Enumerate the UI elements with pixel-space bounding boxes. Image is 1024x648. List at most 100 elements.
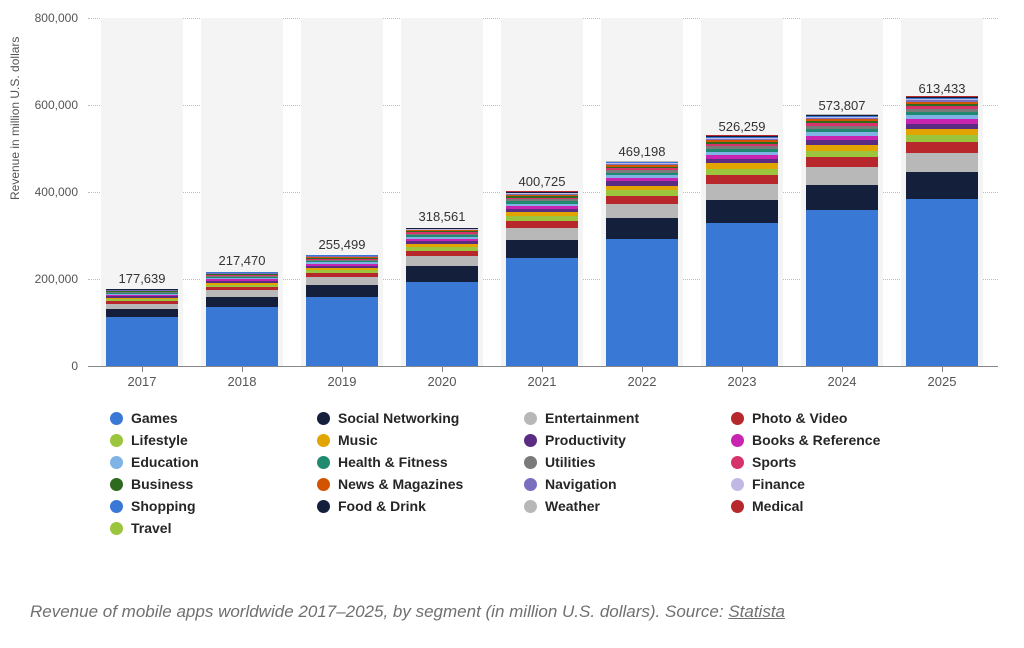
x-tick (542, 366, 543, 372)
legend-label: Social Networking (338, 410, 459, 426)
bar-segment-social (106, 309, 178, 317)
bar-total-label: 255,499 (282, 237, 402, 252)
bar-segment-social (906, 172, 978, 199)
legend-label: Travel (131, 520, 171, 536)
x-tick (342, 366, 343, 372)
x-axis-label: 2019 (328, 374, 357, 389)
bar-segment-photo (606, 196, 678, 204)
bar-segment-games (806, 210, 878, 366)
bar-segment-social (506, 240, 578, 258)
legend-label: Health & Fitness (338, 454, 448, 470)
bar-segment-photo (506, 221, 578, 228)
legend-swatch (731, 478, 744, 491)
legend-item-lifestyle: Lifestyle (110, 432, 309, 448)
bar-segment-lifestyle (906, 135, 978, 142)
caption: Revenue of mobile apps worldwide 2017–20… (30, 602, 994, 622)
bar-segment-social (306, 285, 378, 297)
legend-swatch (110, 412, 123, 425)
bar-segment-social (406, 266, 478, 282)
bar (406, 227, 478, 366)
bar-segment-games (706, 223, 778, 366)
legend-label: Lifestyle (131, 432, 188, 448)
legend-label: Weather (545, 498, 600, 514)
x-tick (642, 366, 643, 372)
legend-label: Entertainment (545, 410, 639, 426)
x-axis-labels: 201720182019202020212022202320242025 (88, 366, 998, 394)
y-tick-label: 800,000 (0, 11, 78, 25)
x-axis-label: 2023 (728, 374, 757, 389)
legend-item-education: Education (110, 454, 309, 470)
legend-label: Finance (752, 476, 805, 492)
legend-label: Music (338, 432, 378, 448)
x-axis-label: 2021 (528, 374, 557, 389)
x-tick (842, 366, 843, 372)
bar-segment-games (206, 307, 278, 366)
legend-item-shopping: Shopping (110, 498, 309, 514)
legend-item-business: Business (110, 476, 309, 492)
bar-segment-entertainment (606, 204, 678, 218)
x-axis-label: 2020 (428, 374, 457, 389)
legend-item-weather: Weather (524, 498, 723, 514)
legend-item-travel: Travel (110, 520, 309, 536)
bar-segment-games (306, 297, 378, 366)
bar (206, 271, 278, 366)
bar-segment-social (806, 185, 878, 211)
bar-segment-social (606, 218, 678, 239)
bar-total-label: 318,561 (382, 209, 502, 224)
legend-swatch (110, 434, 123, 447)
legend-label: Sports (752, 454, 796, 470)
legend-label: Games (131, 410, 178, 426)
y-tick-label: 0 (0, 359, 78, 373)
legend-swatch (731, 456, 744, 469)
x-axis-label: 2024 (828, 374, 857, 389)
legend-swatch (317, 478, 330, 491)
legend-item-books: Books & Reference (731, 432, 930, 448)
bar-total-label: 573,807 (782, 98, 902, 113)
bar (506, 191, 578, 366)
bar-segment-entertainment (806, 167, 878, 184)
legend-swatch (110, 478, 123, 491)
legend-label: News & Magazines (338, 476, 463, 492)
bar-segment-social (206, 297, 278, 307)
legend-item-medical: Medical (731, 498, 930, 514)
y-axis-label: Revenue in million U.S. dollars (8, 37, 22, 200)
bar-segment-entertainment (306, 277, 378, 285)
bar-segment-entertainment (506, 228, 578, 240)
bar-total-label: 469,198 (582, 144, 702, 159)
chart-container: Revenue in million U.S. dollars 177,6392… (0, 0, 1024, 648)
bar-total-label: 526,259 (682, 119, 802, 134)
bar-segment-games (106, 317, 178, 366)
legend-swatch (110, 456, 123, 469)
legend-swatch (524, 478, 537, 491)
x-tick (142, 366, 143, 372)
legend-label: Navigation (545, 476, 617, 492)
x-axis-label: 2022 (628, 374, 657, 389)
bar (706, 134, 778, 366)
x-tick (442, 366, 443, 372)
bar-segment-games (506, 258, 578, 366)
legend-item-navigation: Navigation (524, 476, 723, 492)
legend-item-productivity: Productivity (524, 432, 723, 448)
bar (306, 254, 378, 366)
x-axis-label: 2025 (928, 374, 957, 389)
legend-swatch (317, 500, 330, 513)
legend-swatch (317, 412, 330, 425)
x-tick (942, 366, 943, 372)
legend-swatch (317, 456, 330, 469)
legend-item-news: News & Magazines (317, 476, 516, 492)
legend-item-food: Food & Drink (317, 498, 516, 514)
caption-source-link[interactable]: Statista (728, 602, 785, 621)
bar-total-label: 400,725 (482, 174, 602, 189)
bar-total-label: 217,470 (182, 253, 302, 268)
legend-swatch (524, 434, 537, 447)
bar (606, 161, 678, 366)
legend-item-photo: Photo & Video (731, 410, 930, 426)
legend-swatch (731, 500, 744, 513)
legend-label: Food & Drink (338, 498, 426, 514)
bar-segment-photo (706, 175, 778, 184)
legend-item-sports: Sports (731, 454, 930, 470)
bar-segment-games (606, 239, 678, 366)
legend-label: Utilities (545, 454, 596, 470)
legend: Games Social Networking Entertainment Photo… (110, 410, 930, 536)
legend-swatch (110, 500, 123, 513)
